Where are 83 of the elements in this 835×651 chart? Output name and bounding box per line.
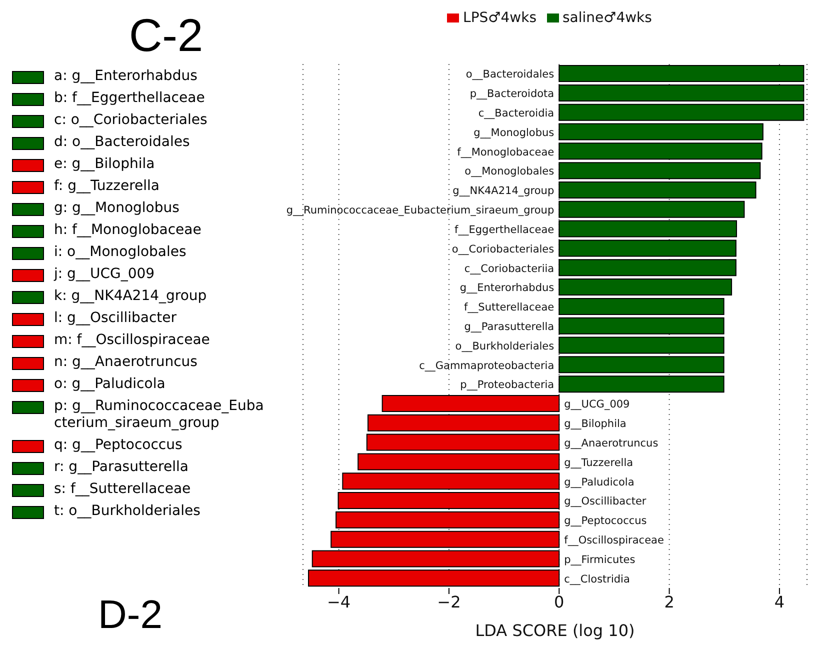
text: a: g__Enterorhabdus <box>54 68 198 85</box>
text: r: g__Parasutterella <box>54 459 188 476</box>
text: i: o__Monoglobales <box>54 244 186 261</box>
text: e: g__Bilophila <box>54 156 155 173</box>
bar <box>558 259 736 276</box>
y-tick-label: p__Bacteroidota <box>470 88 554 100</box>
text: q: g__Peptococcus <box>54 437 182 454</box>
y-tick-label: f__Sutterellaceae <box>464 302 554 314</box>
x-tick-label: −2 <box>437 592 461 612</box>
y-tick-label: p__Proteobacteria <box>460 379 554 392</box>
y-tick-label: o__Monoglobales <box>464 166 554 178</box>
x-tick-label: 4 <box>774 592 785 612</box>
text: g: g__Monoglobus <box>54 200 180 217</box>
y-tick-label: g__Tuzzerella <box>564 456 634 469</box>
text: k: g__NK4A214_group <box>54 288 207 305</box>
y-tick-label: g__Monoglobus <box>474 126 554 139</box>
y-tick-label: g__UCG_009 <box>564 398 630 411</box>
text: h: f__Monoglobaceae <box>54 222 202 239</box>
y-tick-label: c__Bacteroidia <box>478 108 554 120</box>
bar <box>558 200 745 218</box>
bar <box>558 123 764 140</box>
y-tick-label: c__Clostridia <box>564 573 630 586</box>
bar <box>366 434 560 451</box>
bar <box>558 376 724 393</box>
y-tick-label: g__Ruminococcaceae_Eubacterium_siraeum_group <box>286 204 554 217</box>
bar <box>558 278 732 296</box>
y-tick-label: o__Burkholderiales <box>455 340 554 352</box>
text: m: f__Oscillospiraceae <box>54 332 210 349</box>
x-tick-label: 0 <box>554 592 564 612</box>
y-tick-label: p__Firmicutes <box>564 554 636 566</box>
bar <box>558 162 761 180</box>
y-tick-label: f__Monoglobaceae <box>457 146 554 158</box>
y-tick-label: g__Anaerotruncus <box>564 437 658 450</box>
bar <box>558 84 804 102</box>
text: c: o__Coriobacteriales <box>54 112 208 129</box>
bar <box>558 298 724 315</box>
bar <box>330 530 560 548</box>
bar <box>558 220 737 238</box>
legend-label: LPS♂4wks <box>463 10 536 26</box>
bar <box>342 472 560 490</box>
bar <box>558 317 724 334</box>
bar <box>367 414 560 432</box>
bar <box>558 142 762 160</box>
y-tick-label: g__NK4A214_group <box>452 185 554 198</box>
y-tick-label: f__Eggerthellaceae <box>454 224 554 236</box>
y-tick-label: g__Oscillibacter <box>564 496 647 508</box>
text: j: g__UCG_009 <box>54 266 155 283</box>
bar <box>558 181 756 198</box>
y-tick-label: f__Oscillospiraceae <box>564 534 664 546</box>
bar <box>558 240 736 257</box>
text: f: g__Tuzzerella <box>54 178 160 195</box>
bar <box>358 453 560 470</box>
text: d: o__Bacteroidales <box>54 134 190 151</box>
x-tick-label: −4 <box>327 592 351 612</box>
bar <box>558 356 724 374</box>
text: t: o__Burkholderiales <box>54 503 200 520</box>
text: p: g__Ruminococcaceae_Eubacterium_siraeum_group <box>54 398 264 432</box>
bar <box>558 104 804 121</box>
y-tick-label: c__Gammaproteobacteria <box>419 360 554 372</box>
y-tick-label: o__Bacteroidales <box>466 68 554 81</box>
text: b: f__Eggerthellaceae <box>54 90 205 107</box>
text: D-2 <box>98 593 162 637</box>
bar <box>336 511 560 528</box>
bar <box>558 65 804 82</box>
bar <box>338 492 560 510</box>
text: s: f__Sutterellaceae <box>54 481 191 498</box>
y-tick-label: g__Parasutterella <box>464 321 554 333</box>
y-tick-label: g__Peptococcus <box>564 515 647 528</box>
x-axis-title: LDA SCORE (log 10) <box>475 621 635 640</box>
chart-title: C-2 <box>128 8 204 62</box>
y-tick-label: c__Coriobacteriia <box>464 262 554 275</box>
x-tick-label: 2 <box>664 592 674 612</box>
y-tick-label: g__Enterorhabdus <box>460 282 554 294</box>
legend-label: saline♂4wks <box>562 10 652 26</box>
text: n: g__Anaerotruncus <box>54 354 198 371</box>
y-tick-label: g__Paludicola <box>564 476 634 488</box>
text: l: g__Oscillibacter <box>54 310 177 327</box>
bar <box>382 394 560 412</box>
y-tick-label: o__Coriobacteriales <box>452 243 554 256</box>
y-tick-label: g__Bilophila <box>564 418 626 430</box>
bar <box>558 336 724 354</box>
bar <box>312 550 560 568</box>
text: o: g__Paludicola <box>54 376 166 393</box>
